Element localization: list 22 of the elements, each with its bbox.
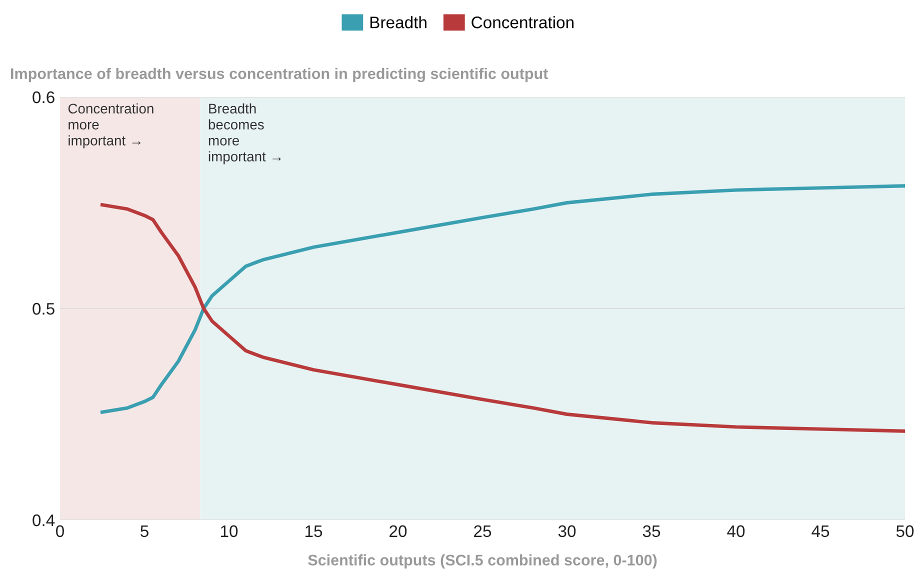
x-tick-label: 5 bbox=[140, 525, 148, 538]
y-axis-title: Importance of breadth versus concentration in predicting scientific output bbox=[11, 68, 548, 82]
x-tick-label: 20 bbox=[390, 525, 407, 538]
x-tick-label: 40 bbox=[727, 525, 745, 538]
x-tick-label: 0 bbox=[56, 525, 64, 538]
band-label: Concentration more important → bbox=[68, 103, 154, 148]
x-axis-title: Scientific outputs (SCI.5 combined score, 0-100) bbox=[308, 554, 657, 569]
line-series bbox=[100, 184, 905, 414]
x-tick-label: 10 bbox=[221, 525, 238, 538]
x-tick-label: 15 bbox=[306, 525, 322, 538]
x-tick-label: 25 bbox=[474, 525, 492, 538]
x-tick-label: 30 bbox=[558, 525, 576, 538]
y-tick-label: 0.5 bbox=[32, 302, 54, 315]
y-tick-label: 0.6 bbox=[32, 91, 54, 104]
legend-label: Breadth bbox=[370, 16, 426, 28]
band-label: Breadth becomes more important → bbox=[208, 103, 281, 164]
line-series bbox=[100, 203, 905, 433]
x-tick-label: 45 bbox=[812, 525, 830, 538]
legend-label: Concentration bbox=[472, 16, 574, 28]
x-tick-label: 35 bbox=[642, 525, 660, 538]
y-tick-label: 0.4 bbox=[32, 514, 55, 526]
x-tick-label: 50 bbox=[896, 525, 914, 538]
